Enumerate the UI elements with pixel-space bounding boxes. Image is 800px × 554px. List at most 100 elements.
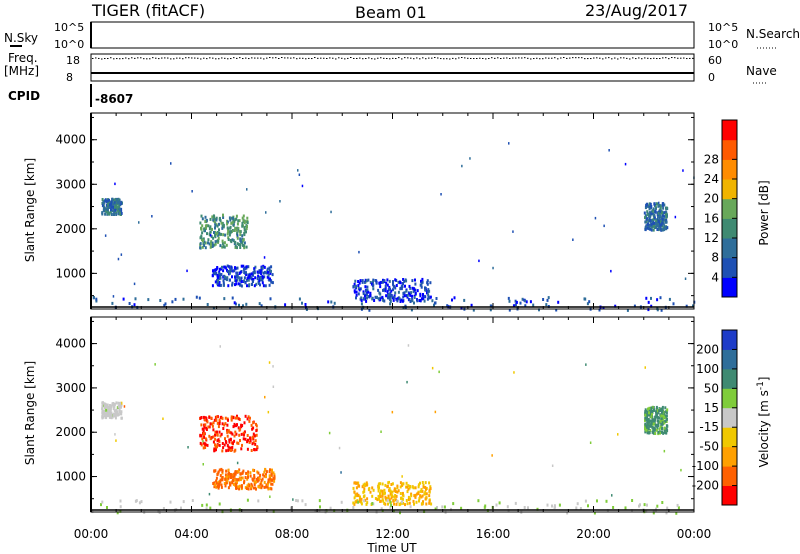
data-cell [398, 280, 401, 284]
data-cell [213, 231, 215, 234]
data-cell [385, 498, 388, 502]
freq-point [593, 57, 595, 59]
data-cell [658, 214, 661, 218]
data-cell [229, 226, 232, 230]
data-cell [414, 291, 417, 295]
data-cell [212, 306, 215, 310]
data-cell [163, 303, 166, 307]
data-cell [400, 496, 402, 500]
data-cell [252, 441, 255, 445]
data-cell [256, 445, 259, 449]
data-cell [367, 295, 370, 298]
data-cell [221, 422, 224, 426]
data-cell [655, 407, 658, 411]
colorbar-segment [722, 198, 737, 219]
data-cell [662, 222, 665, 226]
data-cell [231, 283, 234, 287]
data-cell [268, 361, 271, 364]
data-cell [208, 232, 211, 236]
data-cell [254, 265, 257, 269]
data-cell [238, 484, 241, 488]
data-cell [232, 482, 235, 486]
data-cell [588, 300, 591, 304]
data-cell [376, 498, 379, 502]
data-cell [424, 497, 427, 501]
data-cell [363, 294, 366, 298]
data-cell [257, 485, 260, 489]
data-cell [273, 473, 276, 477]
data-cell [360, 500, 363, 504]
data-cell [665, 212, 668, 216]
data-cell [246, 484, 249, 488]
data-cell [214, 242, 217, 246]
data-cell [238, 487, 241, 491]
data-cell [655, 414, 658, 418]
data-cell [209, 217, 212, 221]
data-cell [257, 274, 260, 278]
data-cell [115, 202, 117, 206]
data-cell [441, 505, 444, 509]
data-cell [243, 232, 246, 235]
freq-point [515, 57, 517, 59]
freq-point [557, 58, 559, 60]
data-cell [655, 206, 657, 210]
data-cell [297, 169, 299, 172]
data-cell [424, 490, 427, 494]
data-cell [211, 284, 214, 288]
data-cell [214, 240, 217, 244]
data-cell [249, 276, 252, 280]
data-cell [247, 475, 249, 479]
data-cell [200, 423, 203, 427]
data-cell [250, 423, 253, 427]
freq-point [260, 57, 262, 59]
data-cell [371, 494, 374, 498]
data-cell [239, 243, 242, 247]
data-cell [231, 481, 234, 485]
data-cell [117, 205, 120, 209]
data-cell [446, 304, 449, 308]
data-cell [218, 273, 221, 277]
data-cell [492, 266, 494, 270]
freq-point [131, 57, 133, 59]
data-cell [205, 226, 207, 230]
data-cell [664, 416, 667, 420]
data-cell [428, 501, 431, 505]
data-cell [218, 272, 221, 276]
data-cell [212, 421, 215, 425]
data-cell [394, 494, 397, 497]
data-cell [231, 238, 234, 242]
data-cell [360, 502, 363, 506]
data-cell [101, 204, 104, 207]
data-cell [258, 279, 261, 283]
data-cell [477, 499, 480, 503]
data-cell [614, 304, 617, 308]
data-cell [231, 478, 234, 482]
data-cell [224, 477, 227, 481]
data-cell [422, 500, 424, 504]
data-cell [220, 267, 222, 271]
data-cell [423, 299, 426, 303]
data-cell [227, 448, 230, 452]
data-cell [251, 477, 254, 481]
data-cell [644, 427, 646, 431]
data-cell [665, 225, 668, 229]
data-cell [209, 234, 212, 237]
data-cell [353, 490, 356, 494]
data-cell [273, 475, 276, 479]
data-cell [120, 210, 123, 214]
data-cell [650, 296, 652, 300]
data-cell [115, 204, 118, 208]
data-cell [263, 480, 266, 484]
data-cell [418, 497, 421, 501]
data-cell [644, 413, 647, 417]
data-cell [438, 370, 440, 374]
data-cell [648, 420, 651, 424]
data-cell [102, 415, 105, 419]
data-cell [399, 481, 402, 485]
data-cell [238, 272, 241, 275]
data-cell [222, 225, 225, 229]
data-cell [408, 501, 411, 505]
data-cell [647, 308, 650, 312]
data-cell [104, 198, 107, 202]
data-cell [387, 481, 390, 485]
